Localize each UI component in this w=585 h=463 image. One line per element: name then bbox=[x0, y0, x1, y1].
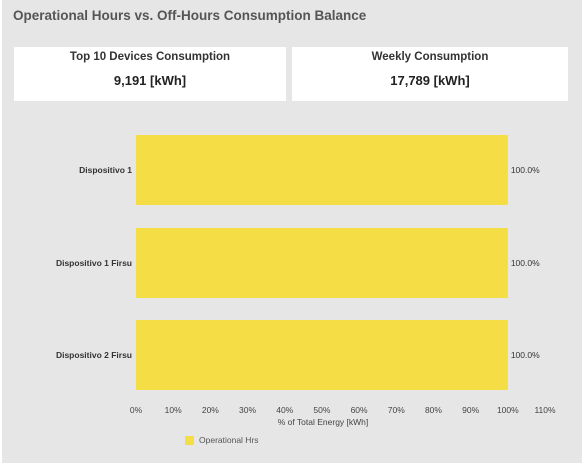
x-tick-label: 0% bbox=[130, 405, 143, 415]
x-tick-label: 80% bbox=[425, 405, 442, 415]
bar[interactable] bbox=[136, 320, 508, 390]
x-tick-label: 60% bbox=[351, 405, 368, 415]
bar[interactable] bbox=[136, 228, 508, 298]
chart-legend[interactable]: Operational Hrs bbox=[185, 435, 259, 445]
kpi-card-top-devices: Top 10 Devices Consumption 9,191 [kWh] bbox=[14, 47, 286, 101]
x-tick-label: 70% bbox=[388, 405, 405, 415]
x-tick-label: 40% bbox=[276, 405, 293, 415]
x-tick-label: 100% bbox=[497, 405, 519, 415]
kpi-title: Top 10 Devices Consumption bbox=[69, 51, 231, 63]
data-label: 100.0% bbox=[511, 350, 540, 360]
x-tick-label: 110% bbox=[534, 405, 556, 415]
legend-label: Operational Hrs bbox=[199, 435, 259, 445]
category-label: Dispositivo 1 bbox=[79, 165, 132, 175]
kpi-title: Weekly Consumption bbox=[371, 51, 489, 63]
category-label: Dispositivo 2 Firsu bbox=[56, 350, 132, 360]
data-label: 100.0% bbox=[511, 165, 540, 175]
kpi-value: 9,191 [kWh] bbox=[113, 73, 187, 88]
legend-swatch bbox=[185, 435, 194, 445]
kpi-card-weekly: Weekly Consumption 17,789 [kWh] bbox=[292, 47, 568, 101]
category-label: Dispositivo 1 Firsu bbox=[56, 258, 132, 268]
panel-title: Operational Hours vs. Off-Hours Consumpt… bbox=[13, 8, 367, 23]
x-tick-label: 90% bbox=[462, 405, 479, 415]
x-tick-label: 50% bbox=[313, 405, 330, 415]
kpi-value: 17,789 [kWh] bbox=[390, 73, 470, 88]
data-label: 100.0% bbox=[511, 258, 540, 268]
x-tick-label: 30% bbox=[239, 405, 256, 415]
x-axis-label: % of Total Energy [kWh] bbox=[278, 417, 369, 427]
x-tick-label: 10% bbox=[165, 405, 182, 415]
bar[interactable] bbox=[136, 135, 508, 205]
x-tick-label: 20% bbox=[202, 405, 219, 415]
